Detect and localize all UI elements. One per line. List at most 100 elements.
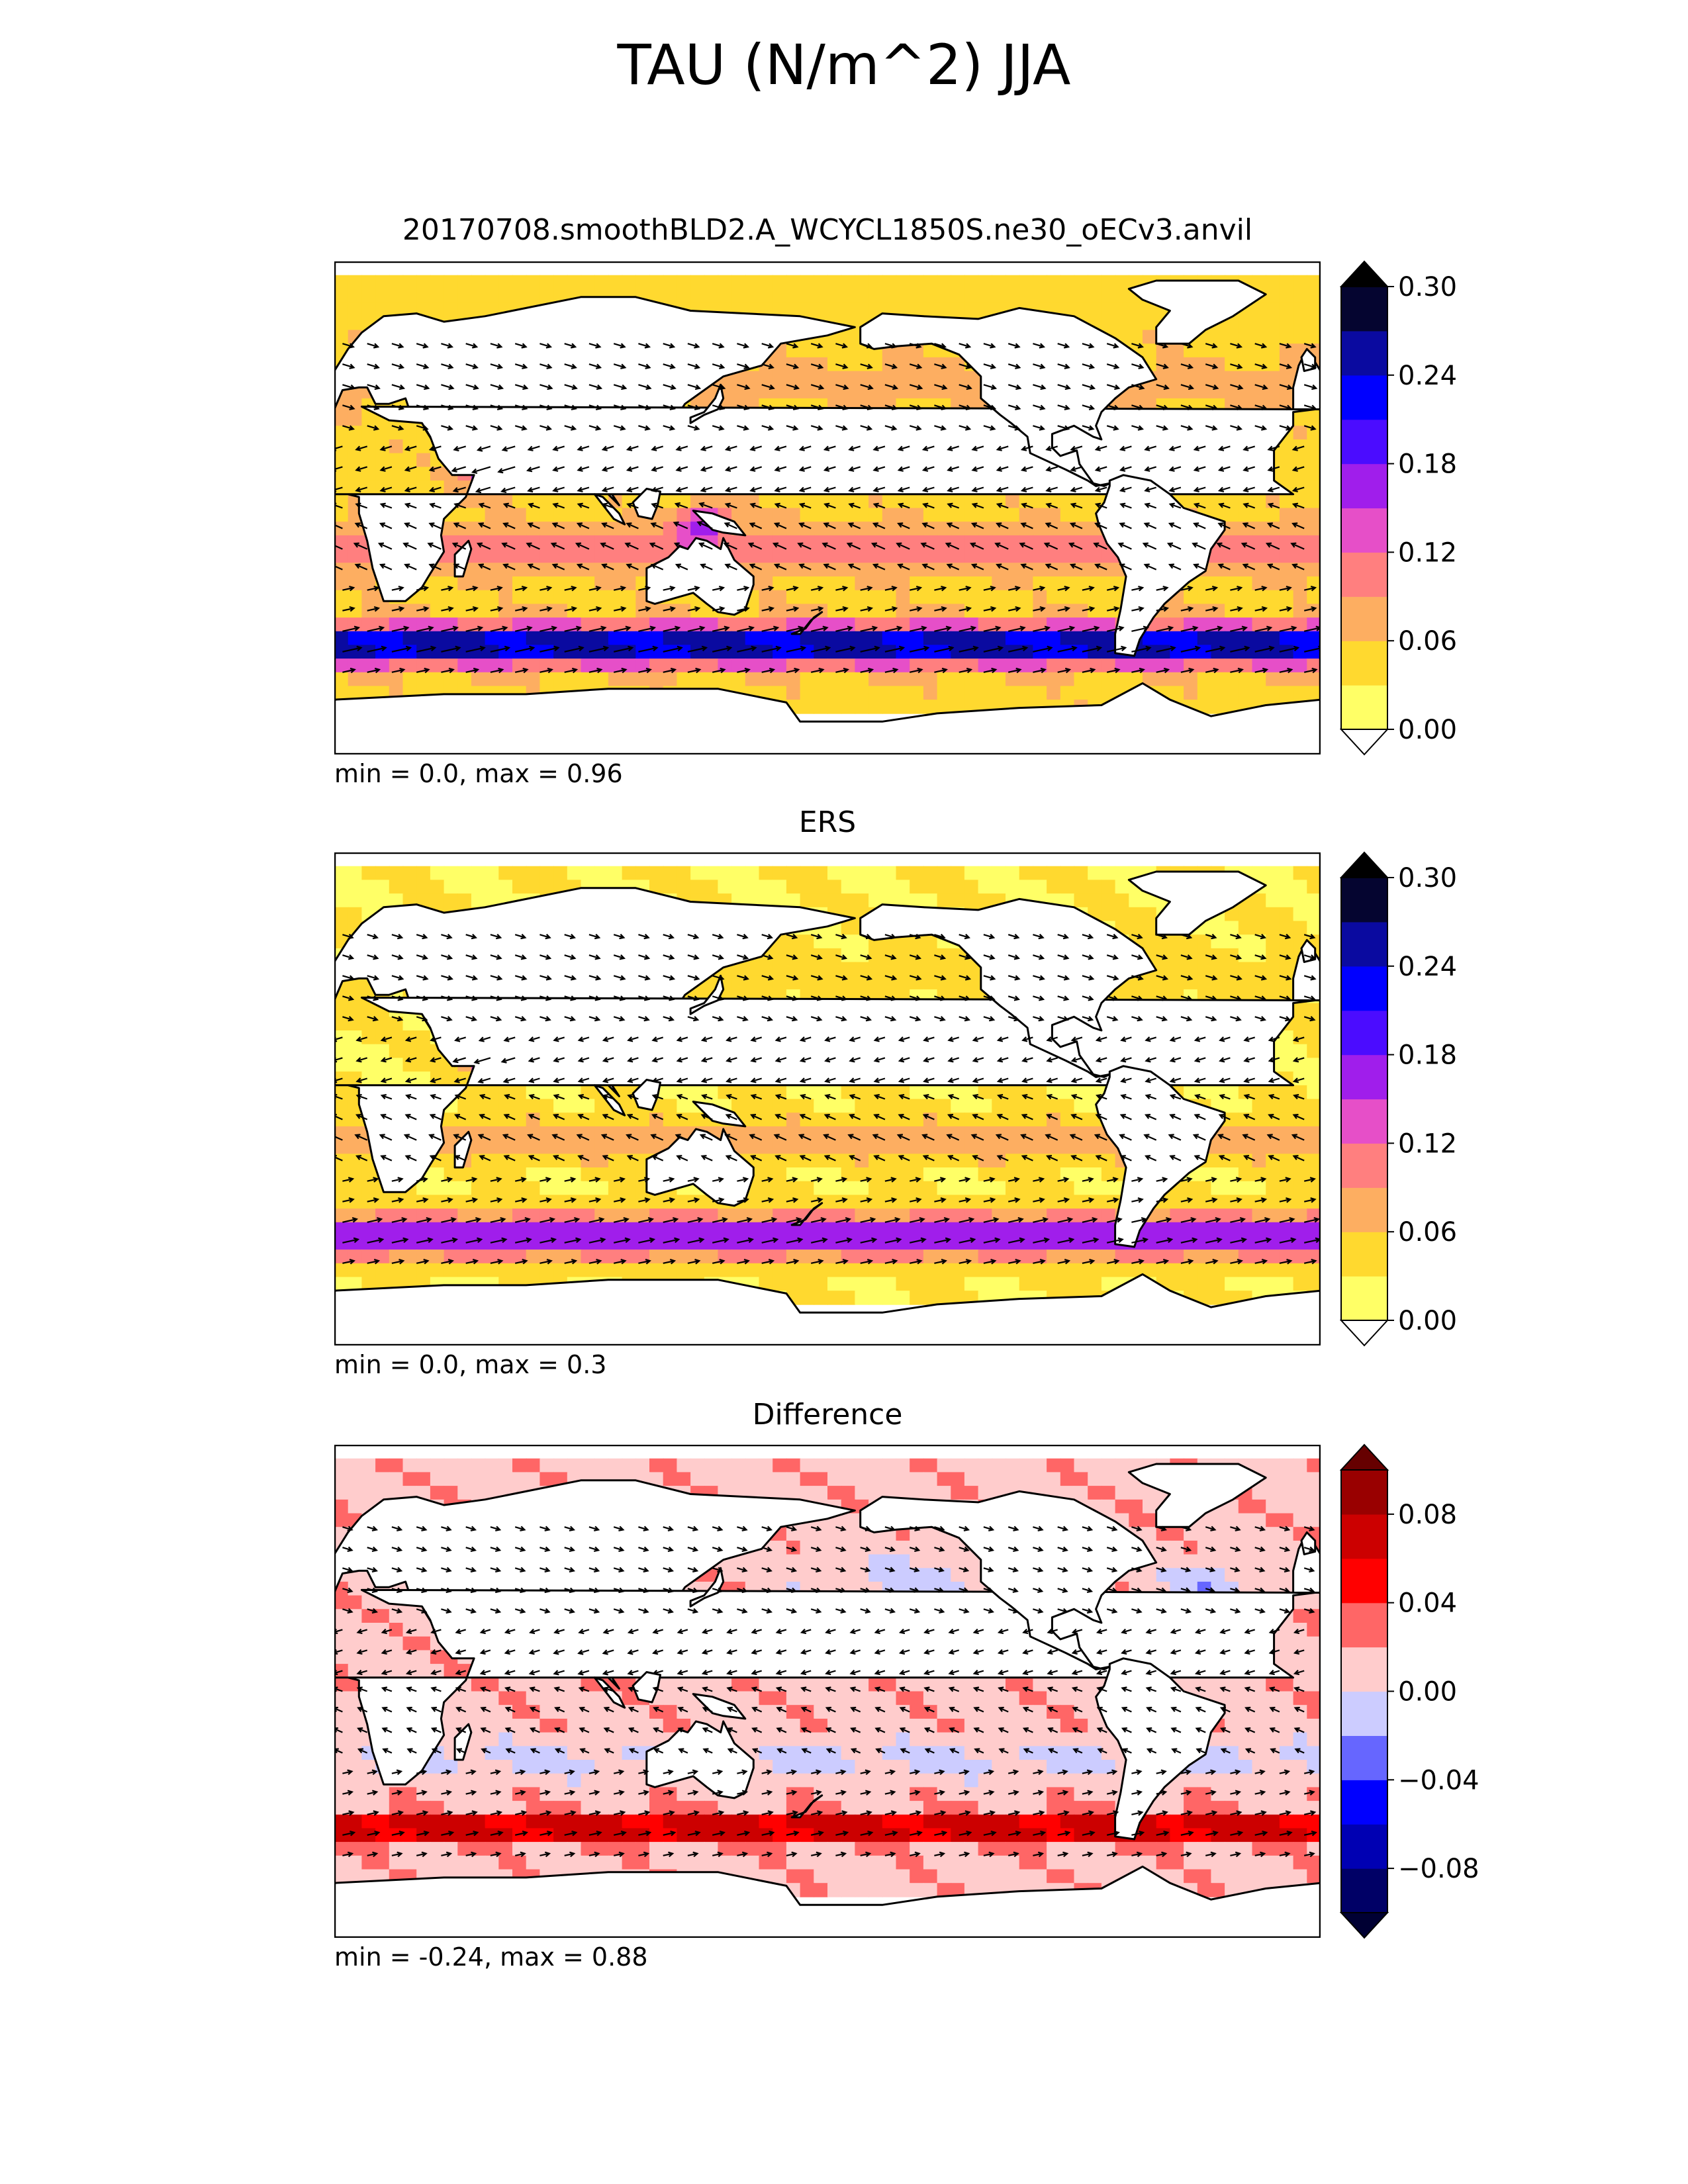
stress-cell: [1170, 343, 1184, 358]
wind-vector: [490, 586, 502, 591]
wind-vector: [995, 543, 1009, 550]
stress-cell: [1101, 880, 1116, 894]
stress-cell: [334, 686, 349, 700]
wind-vector-head: [1194, 645, 1201, 652]
wind-vector: [355, 564, 368, 570]
wind-vector: [896, 543, 910, 550]
stress-cell: [1252, 316, 1266, 331]
wind-vector: [1180, 363, 1193, 369]
stress-cell: [1307, 494, 1321, 509]
wind-vector: [334, 486, 343, 491]
wind-vector: [712, 425, 724, 430]
stress-cell: [444, 604, 459, 618]
stress-cell: [512, 590, 527, 605]
stress-cell: [430, 672, 445, 687]
wind-vector-head: [970, 522, 977, 528]
wind-vector: [860, 343, 872, 348]
wind-vector: [1021, 466, 1033, 471]
stress-cell: [910, 962, 924, 977]
wind-vector: [761, 425, 773, 430]
stress-cell: [1184, 962, 1198, 977]
wind-vector: [441, 384, 453, 389]
wind-vector: [613, 343, 625, 348]
wind-vector-head: [694, 363, 701, 369]
wind-vector: [1057, 627, 1074, 632]
stress-cell: [389, 289, 404, 303]
wind-vector: [501, 486, 516, 492]
stress-cell: [444, 576, 459, 591]
stress-cell: [896, 302, 910, 317]
wind-vector-head: [601, 563, 608, 569]
wind-vector: [652, 445, 664, 451]
stress-cell: [608, 659, 623, 673]
stress-cell: [1266, 934, 1280, 949]
wind-vector-head: [649, 625, 657, 631]
stress-cell: [964, 1085, 979, 1100]
stress-cell: [1197, 700, 1212, 714]
stress-cell: [690, 659, 705, 673]
wind-vector: [1070, 564, 1083, 570]
stress-cell: [1307, 1003, 1321, 1018]
wind-vector: [1293, 445, 1305, 451]
wind-vector-head: [1119, 502, 1126, 508]
wind-vector: [355, 523, 368, 529]
wind-vector-head: [941, 606, 947, 612]
stress-cell: [1197, 1085, 1212, 1100]
stress-cell: [896, 289, 910, 303]
wind-vector-head: [626, 522, 632, 528]
wind-vector-head: [1021, 502, 1027, 508]
stats-test: min = 0.0, max = 0.96: [334, 759, 623, 788]
wind-vector-head: [996, 522, 1002, 528]
wind-vector: [564, 607, 577, 612]
stress-cell: [485, 672, 500, 687]
wind-vector: [775, 503, 787, 509]
stress-cell: [937, 866, 952, 881]
wind-vector: [724, 543, 737, 550]
wind-vector-head: [625, 625, 632, 631]
stress-cell: [1266, 921, 1280, 935]
wind-vector-head: [768, 363, 774, 369]
wind-vector: [1230, 668, 1243, 673]
stress-cell: [896, 866, 910, 881]
wind-vector: [835, 668, 848, 673]
wind-vector: [835, 363, 847, 369]
wind-vector: [1205, 586, 1217, 591]
wind-vector-head: [526, 625, 533, 631]
wind-vector: [1021, 564, 1033, 570]
stress-cell: [1279, 1085, 1294, 1100]
stress-cell: [608, 275, 623, 290]
wind-vector-head: [651, 445, 657, 451]
stress-cell: [718, 880, 732, 894]
stress-cell: [882, 563, 897, 577]
stress-cell: [1266, 576, 1280, 591]
stress-cell: [1238, 590, 1253, 605]
stress-cell: [567, 1099, 582, 1113]
stress-cell: [430, 289, 445, 303]
wind-vector: [1268, 564, 1280, 570]
stress-cell: [471, 549, 486, 564]
wind-vector: [404, 523, 417, 529]
wind-vector-head: [921, 522, 928, 528]
wind-vector-head: [921, 486, 929, 492]
wind-vector-head: [1088, 606, 1096, 612]
wind-vector-head: [749, 522, 755, 528]
wind-vector: [1057, 425, 1069, 430]
stress-cell: [334, 1003, 349, 1018]
wind-vector: [430, 564, 442, 570]
wind-vector-head: [498, 667, 504, 674]
stress-cell: [361, 1071, 376, 1086]
stress-cell: [1252, 302, 1266, 317]
wind-vector-head: [768, 606, 775, 612]
stress-cell: [923, 659, 938, 673]
wind-vector: [381, 466, 393, 471]
stress-cell: [855, 343, 869, 358]
stress-cell: [800, 948, 815, 963]
wind-vector-head: [1039, 343, 1046, 349]
stress-cell: [1225, 508, 1239, 522]
wind-vector-head: [767, 343, 774, 349]
wind-vector-head: [1168, 502, 1175, 508]
stress-cell: [827, 880, 842, 894]
wind-vector: [588, 627, 606, 632]
wind-vector: [1180, 404, 1193, 410]
stress-cell: [731, 659, 746, 673]
